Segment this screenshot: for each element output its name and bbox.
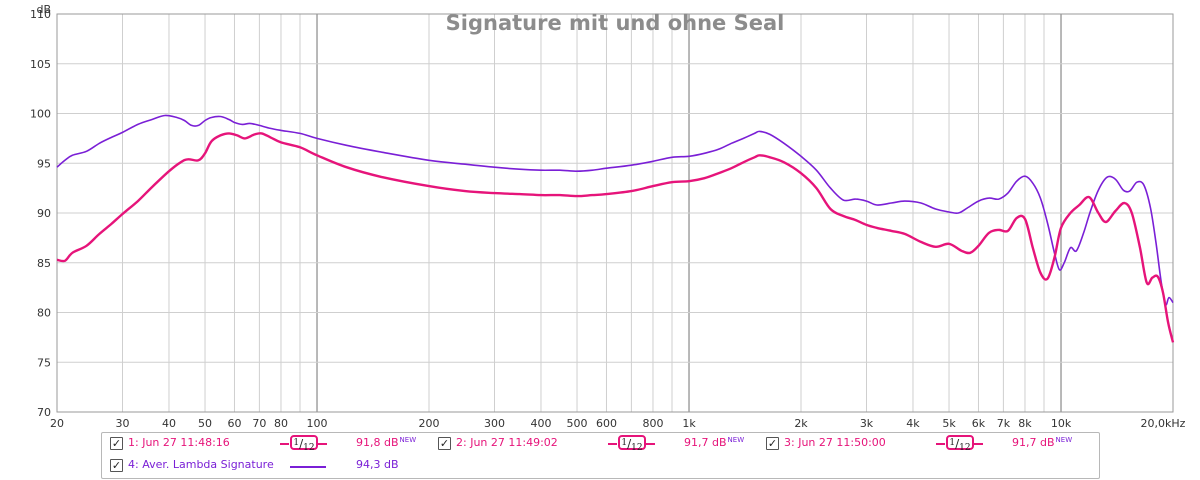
smoothing-numerator: 1 [621,438,628,448]
y-tick-label: 75 [37,356,51,369]
checkbox-icon[interactable]: ✓ [110,437,123,450]
x-tick-label: 10k [1051,417,1072,430]
x-tick-label: 800 [642,417,663,430]
series-line-swatch-right [646,443,655,445]
smoothing-button[interactable]: 1/12 [618,435,646,453]
smoothing-slash-icon: / [955,437,960,451]
y-tick-label: 80 [37,307,51,320]
legend-item-1[interactable]: ✓ 1: Jun 27 11:48:16 1/12 91,8 dBNEW [110,433,435,455]
smoothing-denominator: 12 [959,443,971,453]
smoothing-numerator: 1 [949,438,956,448]
x-tick-label: 80 [274,417,288,430]
checkbox-icon[interactable]: ✓ [766,437,779,450]
series-line-average [56,114,1174,306]
legend-item-3[interactable]: ✓ 3: Jun 27 11:50:00 1/12 91,7 dBNEW [766,433,1091,455]
x-tick-label: 60 [227,417,241,430]
y-tick-label: 110 [30,8,51,21]
legend-label: 2: Jun 27 11:49:02 [456,436,558,449]
x-tick-label: 600 [596,417,617,430]
chart-title: Signature mit und ohne Seal [446,11,785,35]
legend-level: 91,7 dBNEW [1012,436,1072,449]
x-tick-label: 20 [50,417,64,430]
series-line-swatch-left [280,443,289,445]
series-line-swatch [290,466,326,468]
y-tick-label: 70 [37,406,51,419]
x-tick-label: 7k [997,417,1011,430]
y-tick-label: 100 [30,108,51,121]
frequency-response-chart: Signature mit und ohne Seal dB 70 75 80 85 90 9… [30,3,1186,430]
series-line-swatch-right [318,443,327,445]
legend-row-1: ✓ 1: Jun 27 11:48:16 1/12 91,8 dBNEW ✓ 2… [102,433,1099,455]
x-tick-label: 70 [252,417,266,430]
series-line-swatch-left [608,443,617,445]
x-tick-label: 50 [198,417,212,430]
smoothing-denominator: 12 [303,443,315,453]
x-tick-label: 500 [567,417,588,430]
legend-panel: ✓ 1: Jun 27 11:48:16 1/12 91,8 dBNEW ✓ 2… [101,432,1100,479]
legend-item-4[interactable]: ✓ 4: Aver. Lambda Signature 94,3 dB [110,455,435,477]
smoothing-denominator: 12 [631,443,643,453]
x-tick-label: 300 [484,417,505,430]
smoothing-numerator: 1 [293,438,300,448]
series-line-swatch-left [936,443,945,445]
legend-row-2: ✓ 4: Aver. Lambda Signature 94,3 dB [102,455,1099,477]
y-tick-label: 85 [37,257,51,270]
legend-level: 91,8 dBNEW [356,436,416,449]
series-line-measurement [56,132,1175,343]
x-tick-label: 40 [162,417,176,430]
y-axis-label: dB [36,3,51,16]
x-tick-label: 6k [972,417,986,430]
legend-label: 1: Jun 27 11:48:16 [128,436,230,449]
legend-level: 94,3 dB [356,458,399,471]
x-tick-label: 30 [116,417,130,430]
y-tick-label: 90 [37,207,51,220]
legend-label: 3: Jun 27 11:50:00 [784,436,886,449]
legend-label: 4: Aver. Lambda Signature [128,458,274,471]
smoothing-slash-icon: / [299,437,304,451]
x-tick-label: 2k [794,417,808,430]
plot-frame [56,13,1174,413]
level-value: 94,3 dB [356,458,399,471]
y-tick-label: 95 [37,157,51,170]
level-value: 91,7 dB [684,436,727,449]
smoothing-button[interactable]: 1/12 [290,435,318,453]
x-tick-label: 5k [942,417,956,430]
level-value: 91,7 dB [1012,436,1055,449]
x-tick-label: 100 [307,417,328,430]
new-badge: NEW [399,436,417,444]
checkbox-icon[interactable]: ✓ [438,437,451,450]
chart-svg: Signature mit und ohne Seal dB 70 75 80 85 90 9… [30,3,1186,430]
smoothing-slash-icon: / [627,437,632,451]
x-tick-label: 400 [530,417,551,430]
x-tick-label: 4k [906,417,920,430]
new-badge: NEW [1055,436,1073,444]
new-badge: NEW [727,436,745,444]
x-tick-label: 1k [682,417,696,430]
x-tick-label: 3k [860,417,874,430]
smoothing-button[interactable]: 1/12 [946,435,974,453]
legend-level: 91,7 dBNEW [684,436,744,449]
x-tick-label: 20,0kHz [1141,417,1186,430]
series-line-swatch-right [974,443,983,445]
level-value: 91,8 dB [356,436,399,449]
x-tick-label: 200 [419,417,440,430]
y-tick-label: 105 [30,58,51,71]
legend-item-2[interactable]: ✓ 2: Jun 27 11:49:02 1/12 91,7 dBNEW [438,433,763,455]
x-tick-label: 8k [1018,417,1032,430]
checkbox-icon[interactable]: ✓ [110,459,123,472]
